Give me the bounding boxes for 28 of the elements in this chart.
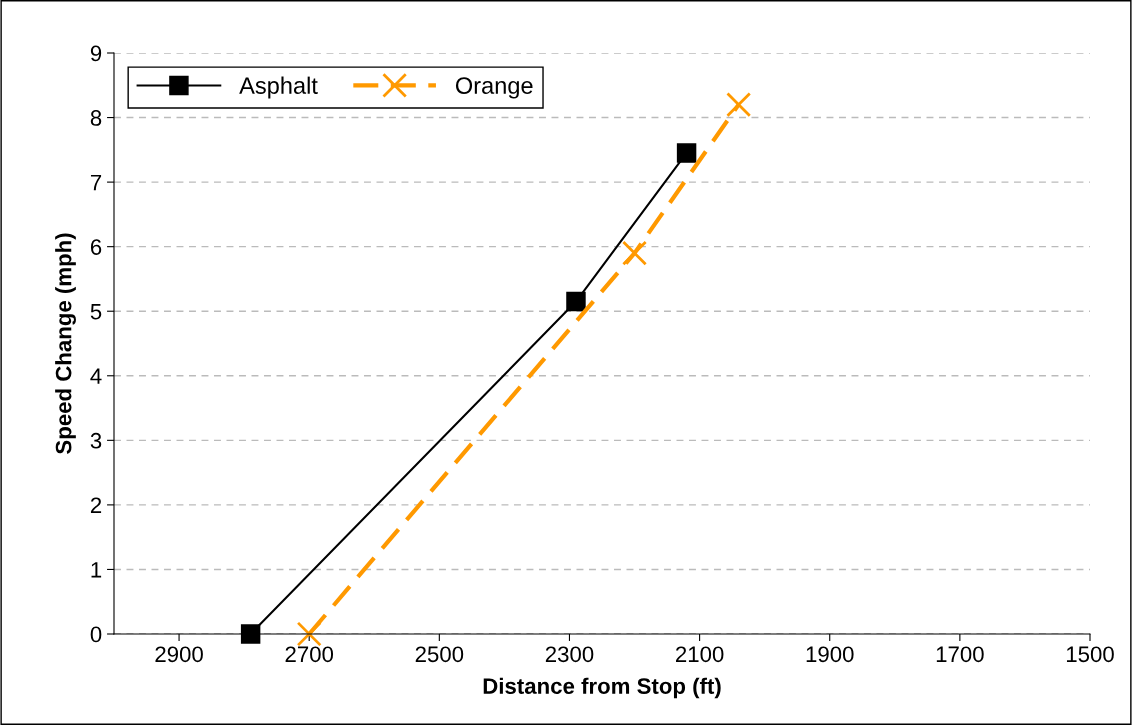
x-tick-label: 1900 xyxy=(806,646,854,663)
point xyxy=(726,92,752,118)
y-tick-label: 9 xyxy=(90,45,102,62)
x-tick-label: 1700 xyxy=(936,646,984,663)
y-tick-label: 3 xyxy=(90,432,102,449)
y-axis-title: Speed Change (mph) xyxy=(55,233,76,454)
x-tick-label: 2700 xyxy=(285,646,334,663)
point xyxy=(296,621,322,647)
x-tick-label: 2300 xyxy=(545,646,594,663)
y-tick-label: 6 xyxy=(90,239,102,255)
x-tick-label: 2500 xyxy=(415,646,464,663)
legend-label: Asphalt xyxy=(239,76,318,99)
y-tick-label: 1 xyxy=(91,562,102,578)
y-tick-label: 5 xyxy=(90,303,102,320)
y-tick-label: 0 xyxy=(90,626,102,643)
point xyxy=(240,624,261,644)
y-tick-label: 8 xyxy=(90,110,102,126)
x-tick-label: 2100 xyxy=(676,646,724,663)
x-tick-label: 2900 xyxy=(155,646,203,663)
legend-label: Orange xyxy=(455,77,533,99)
y-tick-label: 2 xyxy=(90,497,102,513)
point xyxy=(676,143,697,163)
x-tick-label: 1500 xyxy=(1066,646,1114,663)
y-tick-label: 4 xyxy=(90,368,102,384)
point xyxy=(622,240,648,266)
x-axis-title: Distance from Stop (ft) xyxy=(483,677,721,699)
y-tick-label: 7 xyxy=(90,174,102,191)
point xyxy=(566,291,586,312)
